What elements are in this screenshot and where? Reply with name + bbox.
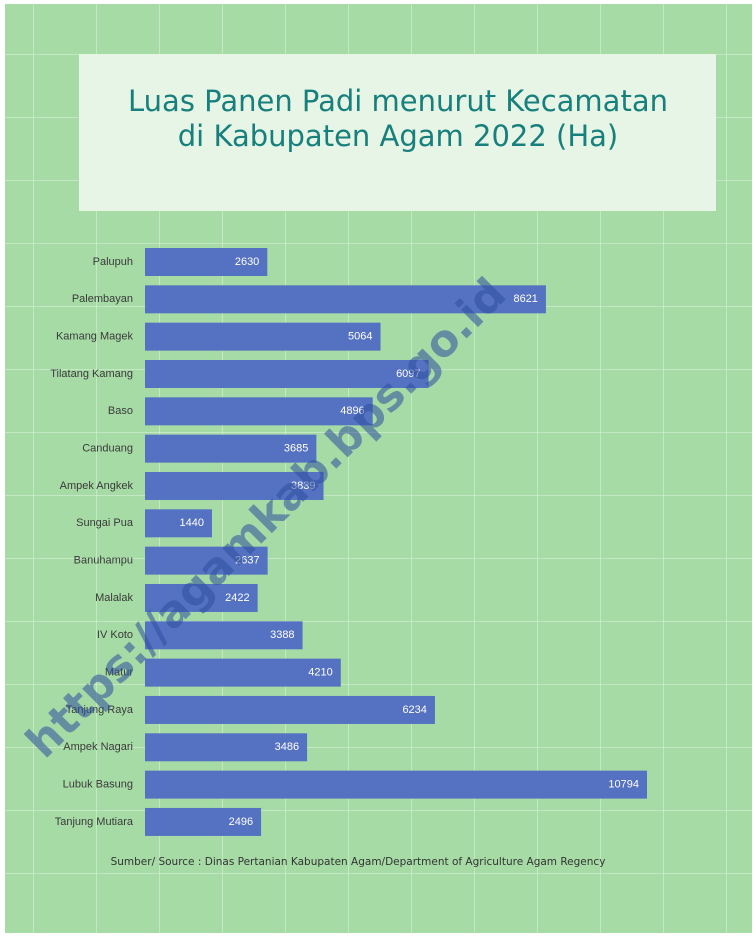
bar [145, 434, 317, 463]
bar [145, 471, 324, 500]
category-label: Matur [105, 667, 133, 679]
value-label: 6097 [396, 368, 420, 380]
bar [145, 770, 647, 799]
category-label: Banuhampu [74, 555, 133, 567]
title-box [79, 54, 716, 211]
value-label: 1440 [179, 517, 203, 529]
bars: Palupuh 2630 Palembayan 8621 Kamang Magek 506… [50, 248, 647, 836]
value-label: 10794 [608, 779, 639, 791]
bar [145, 695, 435, 724]
category-label: Sungai Pua [76, 517, 134, 529]
bar [145, 359, 429, 388]
bar [145, 658, 341, 687]
value-label: 2422 [225, 592, 249, 604]
bar [145, 285, 546, 314]
value-label: 8621 [513, 293, 537, 305]
bar [145, 322, 381, 351]
category-label: Kamang Magek [56, 331, 134, 343]
category-label: Palupuh [93, 256, 133, 268]
bar [145, 509, 212, 538]
category-label: Canduang [82, 443, 133, 455]
category-label: Ampek Angkek [60, 480, 134, 492]
bar [145, 807, 262, 836]
value-label: 2630 [235, 256, 259, 268]
source-note: Sumber/ Source : Dinas Pertanian Kabupat… [111, 856, 606, 868]
category-label: Baso [108, 405, 133, 417]
bar [145, 583, 258, 612]
category-label: Malalak [95, 592, 133, 604]
value-label: 4896 [340, 405, 364, 417]
category-label: Palembayan [72, 293, 133, 305]
category-label: Tilatang Kamang [50, 368, 133, 380]
value-label: 2496 [229, 816, 253, 828]
chart-title: di Kabupaten Agam 2022 (Ha) [178, 119, 618, 153]
value-label: 4210 [308, 667, 332, 679]
bar [145, 621, 303, 650]
bar [145, 546, 268, 575]
chart-title: Luas Panen Padi menurut Kecamatan [128, 84, 668, 118]
bar [145, 397, 373, 426]
value-label: 3388 [270, 629, 294, 641]
category-label: Ampek Nagari [63, 741, 133, 753]
category-label: Tanjung Mutiara [55, 816, 134, 828]
value-label: 5064 [348, 331, 372, 343]
value-label: 2637 [235, 555, 259, 567]
bar [145, 733, 308, 762]
value-label: 6234 [402, 704, 426, 716]
bar [145, 248, 268, 276]
category-label: IV Koto [97, 629, 133, 641]
value-label: 3839 [291, 480, 315, 492]
category-label: Tanjung Raya [66, 704, 134, 716]
category-label: Lubuk Basung [63, 779, 133, 791]
value-label: 3685 [284, 443, 308, 455]
value-label: 3486 [275, 741, 299, 753]
